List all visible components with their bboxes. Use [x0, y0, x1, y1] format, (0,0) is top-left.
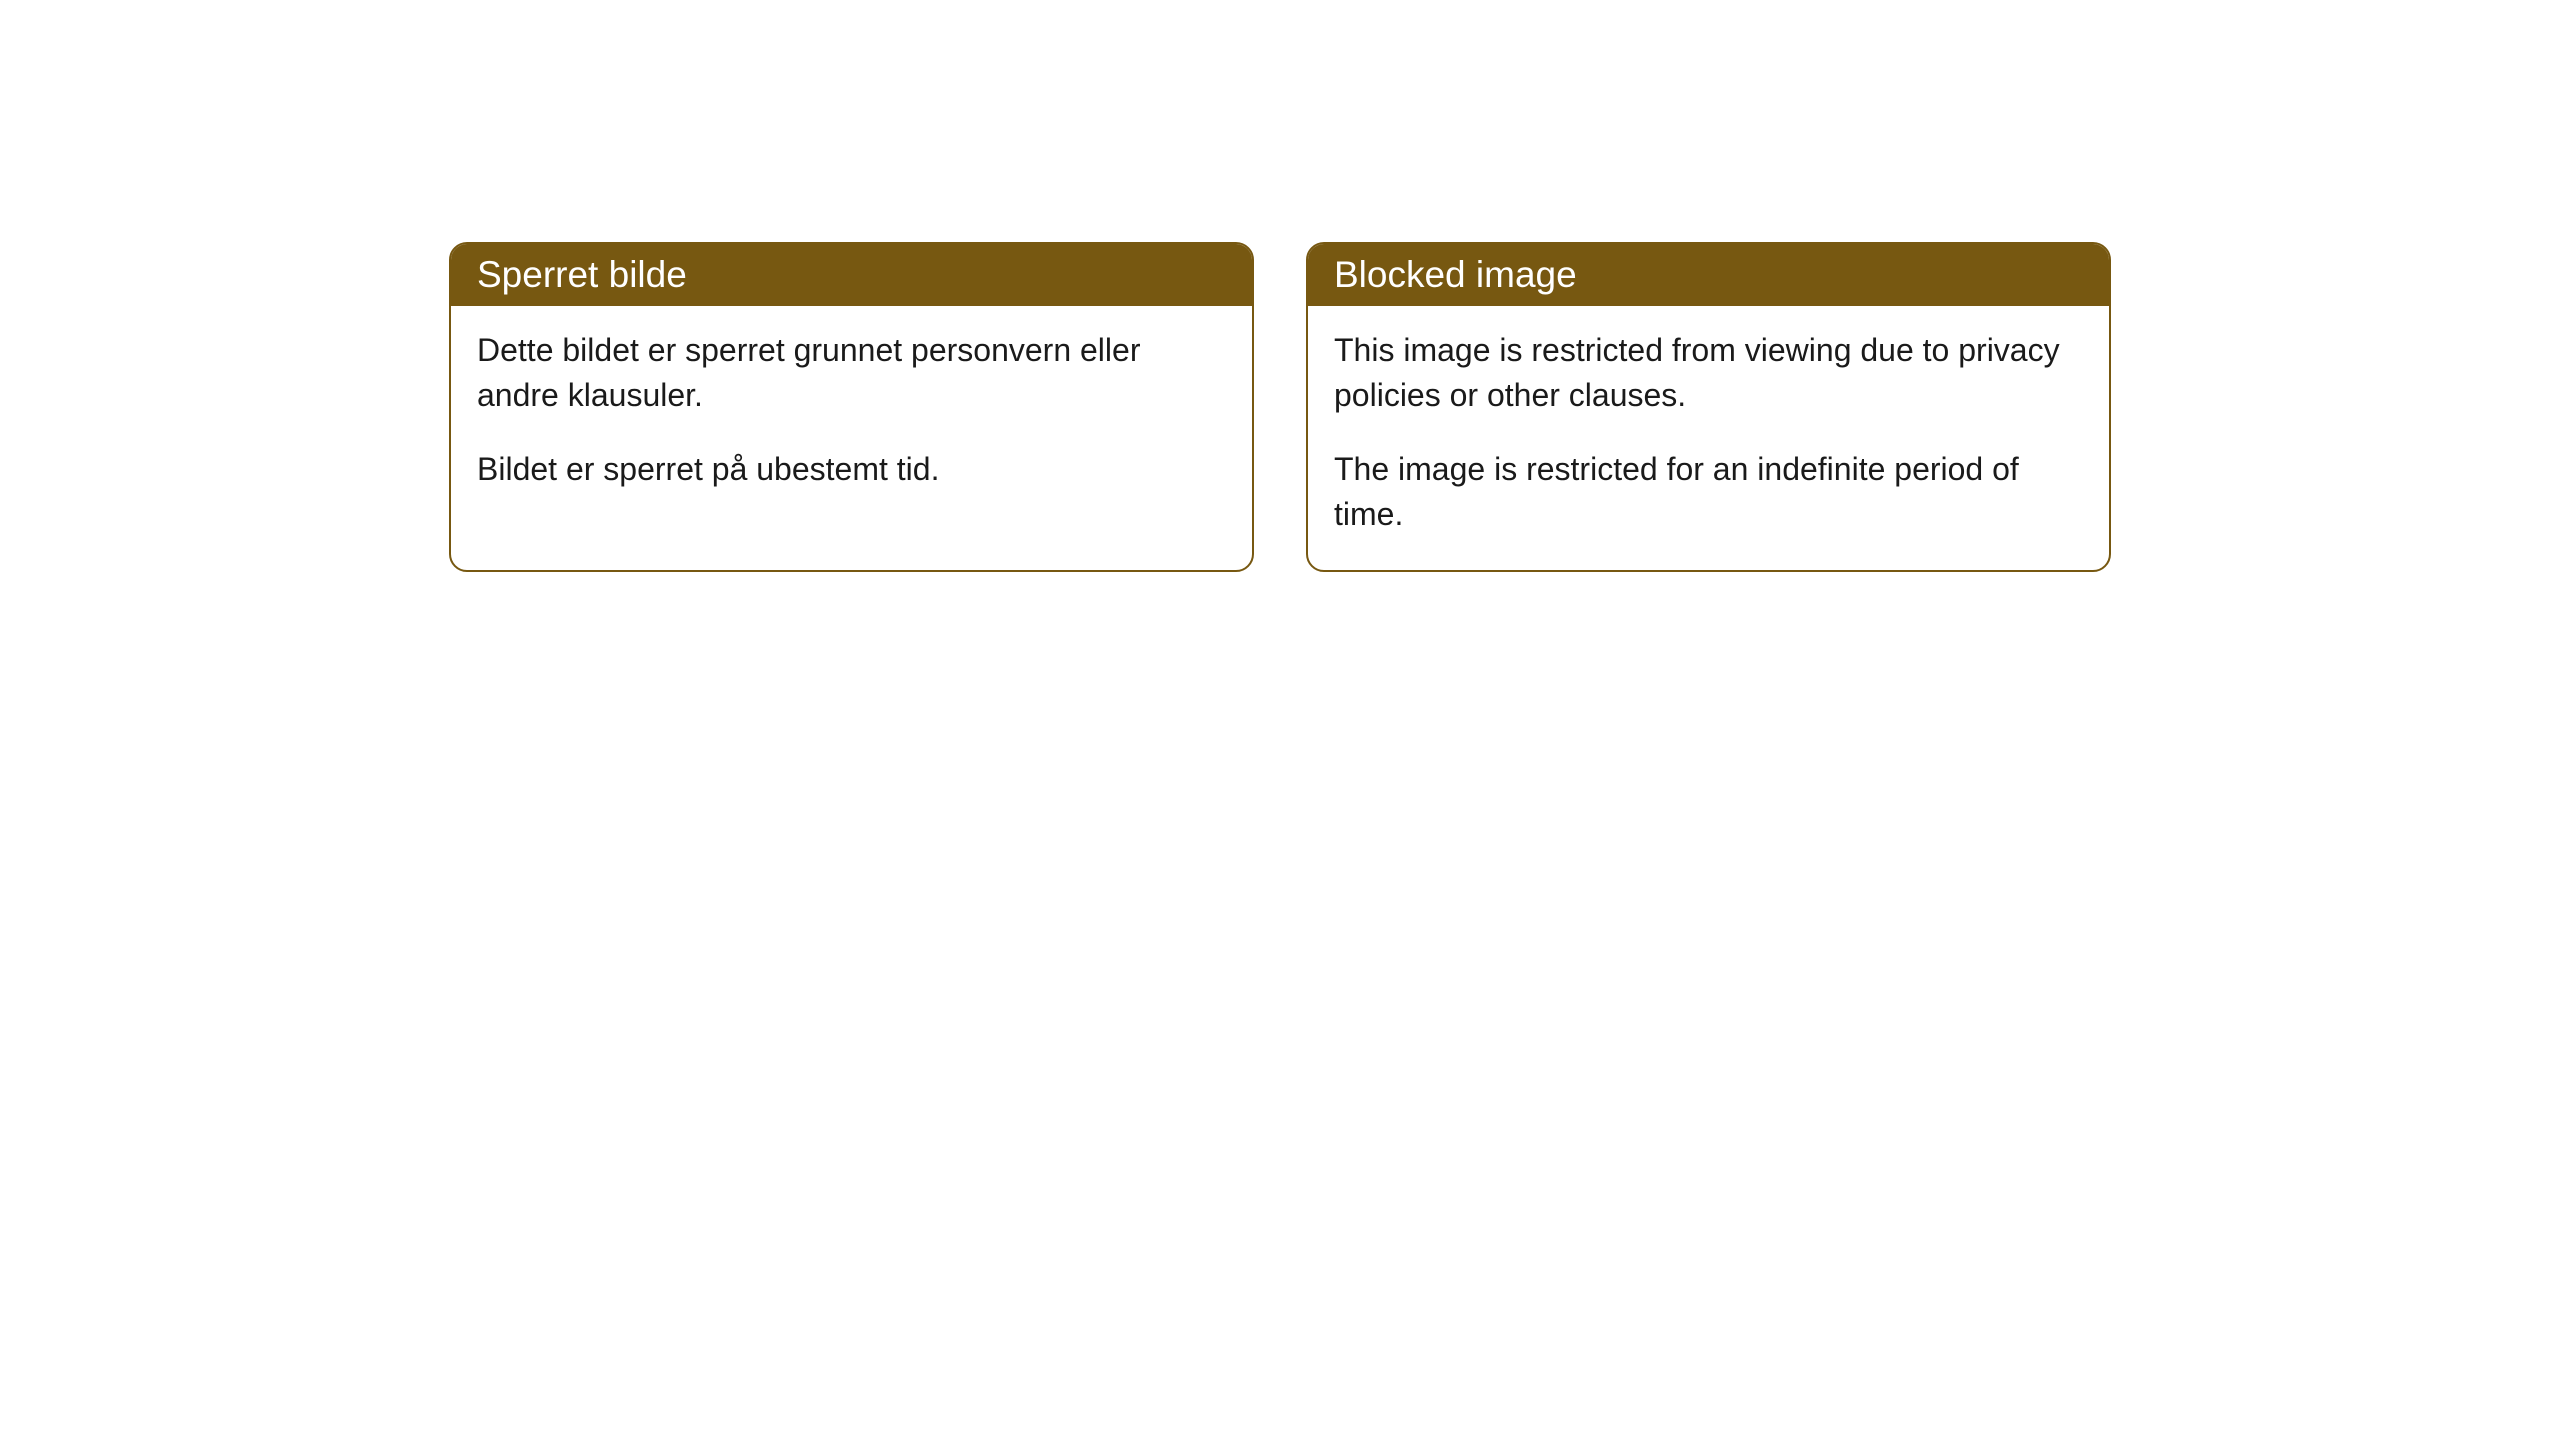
notice-box-english: Blocked image This image is restricted f… [1306, 242, 2111, 572]
notice-paragraph-1-english: This image is restricted from viewing du… [1334, 328, 2083, 419]
notice-title-english: Blocked image [1334, 254, 1577, 295]
notice-body-norwegian: Dette bildet er sperret grunnet personve… [451, 306, 1252, 524]
notice-paragraph-2-english: The image is restricted for an indefinit… [1334, 447, 2083, 538]
notice-paragraph-1-norwegian: Dette bildet er sperret grunnet personve… [477, 328, 1226, 419]
notice-paragraph-2-norwegian: Bildet er sperret på ubestemt tid. [477, 447, 1226, 492]
notices-container: Sperret bilde Dette bildet er sperret gr… [449, 242, 2111, 572]
notice-box-norwegian: Sperret bilde Dette bildet er sperret gr… [449, 242, 1254, 572]
notice-body-english: This image is restricted from viewing du… [1308, 306, 2109, 570]
notice-header-norwegian: Sperret bilde [451, 244, 1252, 306]
notice-header-english: Blocked image [1308, 244, 2109, 306]
notice-title-norwegian: Sperret bilde [477, 254, 687, 295]
